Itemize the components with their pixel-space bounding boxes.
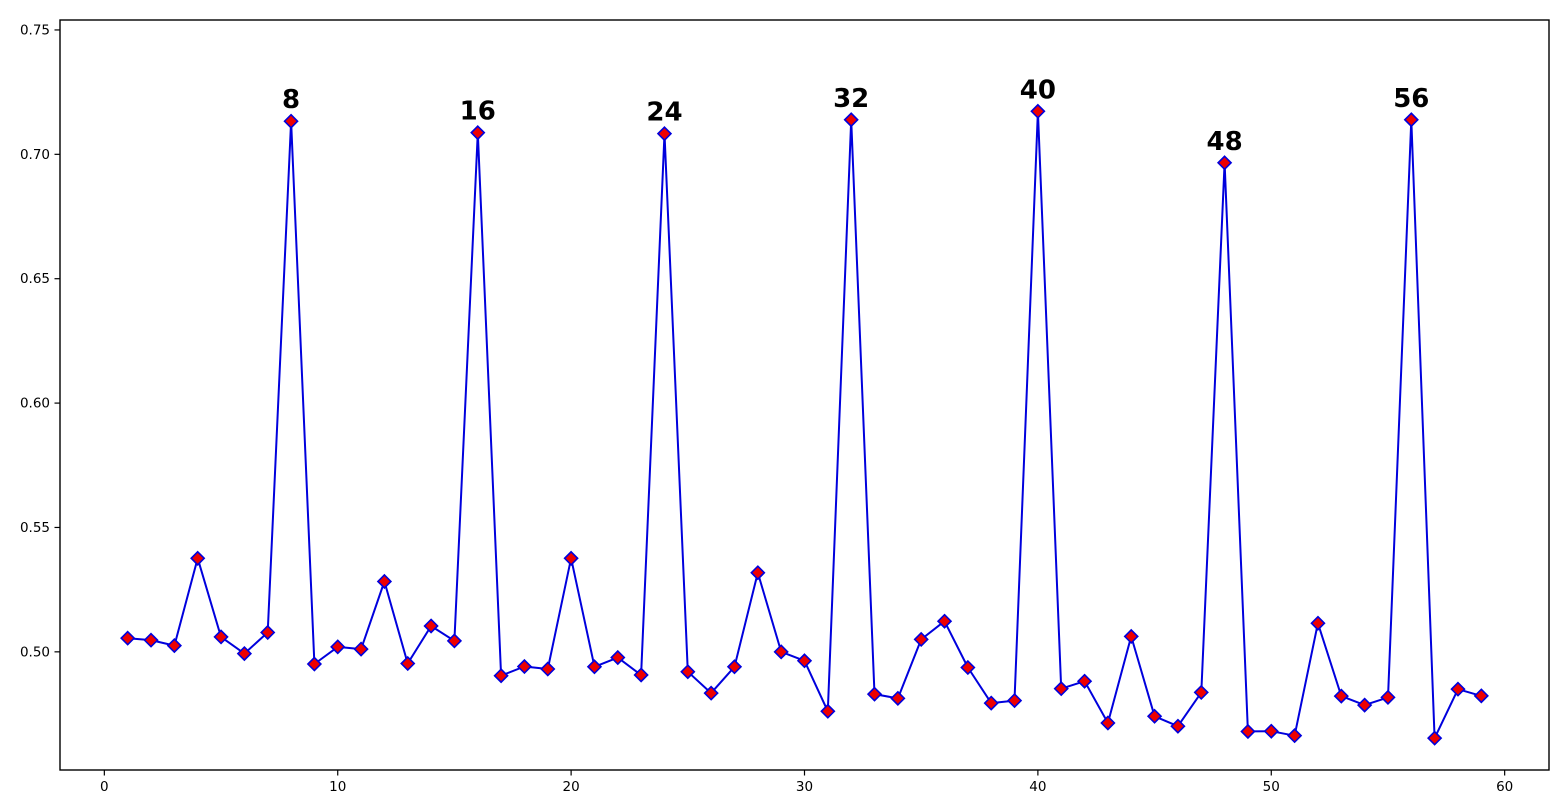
data-point-marker bbox=[516, 658, 533, 675]
data-point-marker bbox=[680, 664, 696, 680]
peak-annotation: 48 bbox=[1207, 127, 1243, 157]
data-point-marker bbox=[726, 659, 743, 675]
data-point-marker bbox=[1310, 615, 1326, 631]
x-tick-label: 0 bbox=[100, 779, 109, 795]
data-point-marker bbox=[1263, 723, 1279, 739]
data-point-marker bbox=[983, 695, 999, 711]
data-point-marker bbox=[1216, 155, 1233, 171]
y-tick-label: 0.50 bbox=[20, 644, 50, 660]
data-point-marker bbox=[586, 659, 603, 675]
y-tick-label: 0.70 bbox=[20, 147, 50, 163]
data-point-marker bbox=[913, 631, 929, 648]
data-point-marker bbox=[283, 113, 299, 129]
x-tick-label: 50 bbox=[1263, 779, 1280, 795]
data-point-marker bbox=[633, 667, 649, 683]
data-point-marker bbox=[213, 629, 229, 645]
y-tick-label: 0.75 bbox=[20, 22, 50, 38]
data-point-marker bbox=[1286, 728, 1303, 744]
y-tick-label: 0.55 bbox=[20, 520, 50, 536]
data-point-marker bbox=[563, 550, 579, 566]
data-point-marker bbox=[330, 639, 346, 655]
peak-annotation: 40 bbox=[1020, 75, 1056, 105]
data-point-marker bbox=[493, 668, 509, 684]
data-point-marker bbox=[866, 686, 883, 702]
data-point-marker bbox=[1427, 730, 1443, 746]
peak-annotation: 8 bbox=[282, 85, 300, 115]
data-point-marker bbox=[540, 661, 556, 677]
data-point-marker bbox=[750, 565, 766, 581]
data-point-marker bbox=[1356, 697, 1373, 713]
data-point-marker bbox=[376, 573, 393, 590]
data-point-marker bbox=[260, 624, 276, 641]
data-point-marker bbox=[1146, 708, 1163, 724]
x-tick-label: 60 bbox=[1496, 779, 1513, 795]
data-point-marker bbox=[1030, 103, 1046, 119]
data-point-marker bbox=[843, 112, 859, 128]
data-point-marker bbox=[143, 632, 159, 648]
data-point-marker bbox=[423, 618, 439, 634]
data-point-marker bbox=[120, 630, 136, 646]
data-point-marker bbox=[1333, 688, 1349, 704]
data-point-marker bbox=[446, 633, 463, 649]
data-point-marker bbox=[353, 641, 369, 657]
data-point-marker bbox=[773, 644, 789, 660]
x-tick-label: 30 bbox=[796, 779, 813, 795]
data-point-marker bbox=[1170, 718, 1186, 734]
data-point-marker bbox=[1240, 723, 1256, 740]
peak-annotation: 24 bbox=[646, 98, 682, 128]
plot-border bbox=[59, 19, 1550, 771]
peak-annotation: 32 bbox=[833, 84, 869, 114]
data-point-marker bbox=[400, 655, 416, 672]
data-point-marker bbox=[1053, 681, 1069, 697]
data-point-marker bbox=[1380, 689, 1396, 705]
data-point-marker bbox=[610, 649, 626, 666]
data-point-marker bbox=[960, 659, 976, 676]
x-tick-label: 20 bbox=[563, 779, 580, 795]
data-point-marker bbox=[703, 685, 719, 701]
data-point-marker bbox=[1403, 112, 1419, 128]
data-point-marker bbox=[306, 656, 323, 672]
data-point-marker bbox=[1076, 673, 1093, 689]
data-point-marker bbox=[936, 613, 953, 629]
data-point-marker bbox=[820, 703, 836, 719]
data-point-marker bbox=[166, 637, 182, 654]
data-point-marker bbox=[1123, 628, 1139, 645]
data-point-marker bbox=[1193, 684, 1209, 701]
data-point-marker bbox=[470, 125, 486, 141]
data-point-marker bbox=[1006, 692, 1023, 709]
peak-annotation: 56 bbox=[1393, 84, 1429, 114]
x-tick-label: 10 bbox=[329, 779, 346, 795]
peak-annotation: 16 bbox=[460, 97, 496, 127]
data-point-marker bbox=[1473, 688, 1489, 704]
data-point-marker bbox=[1450, 681, 1466, 697]
data-point-marker bbox=[1100, 715, 1116, 731]
data-point-marker bbox=[796, 653, 813, 669]
y-tick-label: 0.60 bbox=[20, 396, 50, 412]
y-tick-label: 0.65 bbox=[20, 271, 50, 287]
data-point-marker bbox=[890, 690, 906, 706]
data-point-marker bbox=[190, 550, 206, 566]
data-point-marker bbox=[236, 645, 253, 662]
data-point-marker bbox=[656, 126, 673, 142]
x-tick-label: 40 bbox=[1029, 779, 1046, 795]
